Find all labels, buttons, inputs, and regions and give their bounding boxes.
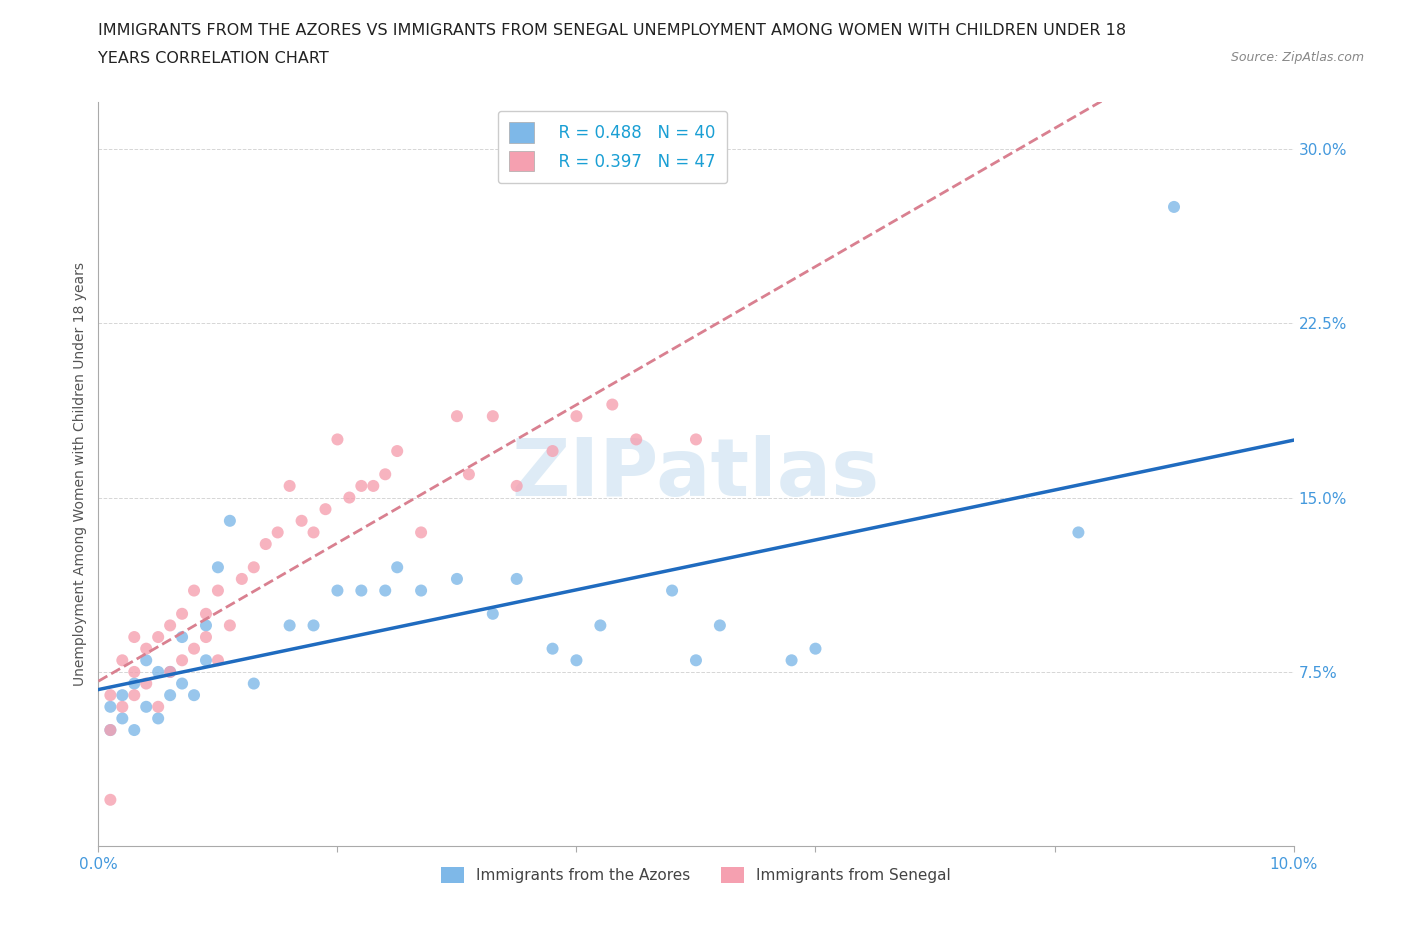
Point <box>148 664 170 679</box>
Point <box>267 525 290 539</box>
Point <box>339 490 361 505</box>
Point <box>98 792 122 807</box>
Point <box>385 444 409 458</box>
Point <box>243 676 266 691</box>
Point <box>159 688 181 703</box>
Point <box>98 688 122 703</box>
Text: ZIPatlas: ZIPatlas <box>512 435 880 513</box>
Point <box>207 560 229 575</box>
Point <box>183 583 205 598</box>
Point <box>661 583 683 598</box>
Point <box>111 711 134 725</box>
Point <box>124 688 146 703</box>
Point <box>411 525 433 539</box>
Point <box>626 432 648 447</box>
Point <box>207 583 229 598</box>
Text: IMMIGRANTS FROM THE AZORES VS IMMIGRANTS FROM SENEGAL UNEMPLOYMENT AMONG WOMEN W: IMMIGRANTS FROM THE AZORES VS IMMIGRANTS… <box>98 23 1126 38</box>
Point <box>135 642 157 657</box>
Point <box>172 606 194 621</box>
Point <box>685 432 707 447</box>
Point <box>195 606 218 621</box>
Text: YEARS CORRELATION CHART: YEARS CORRELATION CHART <box>98 51 329 66</box>
Point <box>195 653 218 668</box>
Point <box>804 642 827 657</box>
Y-axis label: Unemployment Among Women with Children Under 18 years: Unemployment Among Women with Children U… <box>73 262 87 686</box>
Point <box>1067 525 1090 539</box>
Point <box>159 618 181 633</box>
Point <box>98 699 122 714</box>
Point <box>148 711 170 725</box>
Point <box>231 571 253 586</box>
Point <box>183 642 205 657</box>
Point <box>565 653 588 668</box>
Point <box>709 618 731 633</box>
Point <box>1163 199 1185 214</box>
Point <box>602 397 624 412</box>
Point <box>350 583 373 598</box>
Point <box>219 513 242 528</box>
Point <box>159 664 181 679</box>
Point <box>172 630 194 644</box>
Point <box>685 653 707 668</box>
Point <box>278 478 301 493</box>
Point <box>135 653 157 668</box>
Point <box>302 618 325 633</box>
Point <box>446 408 468 423</box>
Point <box>374 583 396 598</box>
Point <box>195 630 218 644</box>
Point <box>124 630 146 644</box>
Point <box>541 642 564 657</box>
Point <box>278 618 301 633</box>
Point <box>207 653 229 668</box>
Point <box>780 653 803 668</box>
Point <box>506 478 529 493</box>
Point <box>135 676 157 691</box>
Point <box>254 537 277 551</box>
Point <box>541 444 564 458</box>
Point <box>148 699 170 714</box>
Point <box>326 583 349 598</box>
Point <box>124 664 146 679</box>
Point <box>111 699 134 714</box>
Point <box>302 525 325 539</box>
Point <box>565 408 588 423</box>
Point <box>291 513 314 528</box>
Point <box>124 676 146 691</box>
Point <box>506 571 529 586</box>
Point <box>135 699 157 714</box>
Point <box>446 571 468 586</box>
Point <box>374 467 396 482</box>
Point <box>172 676 194 691</box>
Point <box>363 478 385 493</box>
Point <box>411 583 433 598</box>
Point <box>458 467 481 482</box>
Point <box>159 664 181 679</box>
Point <box>148 630 170 644</box>
Point <box>243 560 266 575</box>
Point <box>589 618 612 633</box>
Legend: Immigrants from the Azores, Immigrants from Senegal: Immigrants from the Azores, Immigrants f… <box>433 859 959 891</box>
Point <box>219 618 242 633</box>
Point <box>111 653 134 668</box>
Point <box>124 723 146 737</box>
Point <box>98 723 122 737</box>
Point <box>111 688 134 703</box>
Point <box>315 502 337 517</box>
Point <box>385 560 409 575</box>
Point <box>195 618 218 633</box>
Point <box>98 723 122 737</box>
Text: Source: ZipAtlas.com: Source: ZipAtlas.com <box>1230 51 1364 64</box>
Point <box>482 606 505 621</box>
Point <box>482 408 505 423</box>
Point <box>183 688 205 703</box>
Point <box>172 653 194 668</box>
Point <box>350 478 373 493</box>
Point <box>326 432 349 447</box>
